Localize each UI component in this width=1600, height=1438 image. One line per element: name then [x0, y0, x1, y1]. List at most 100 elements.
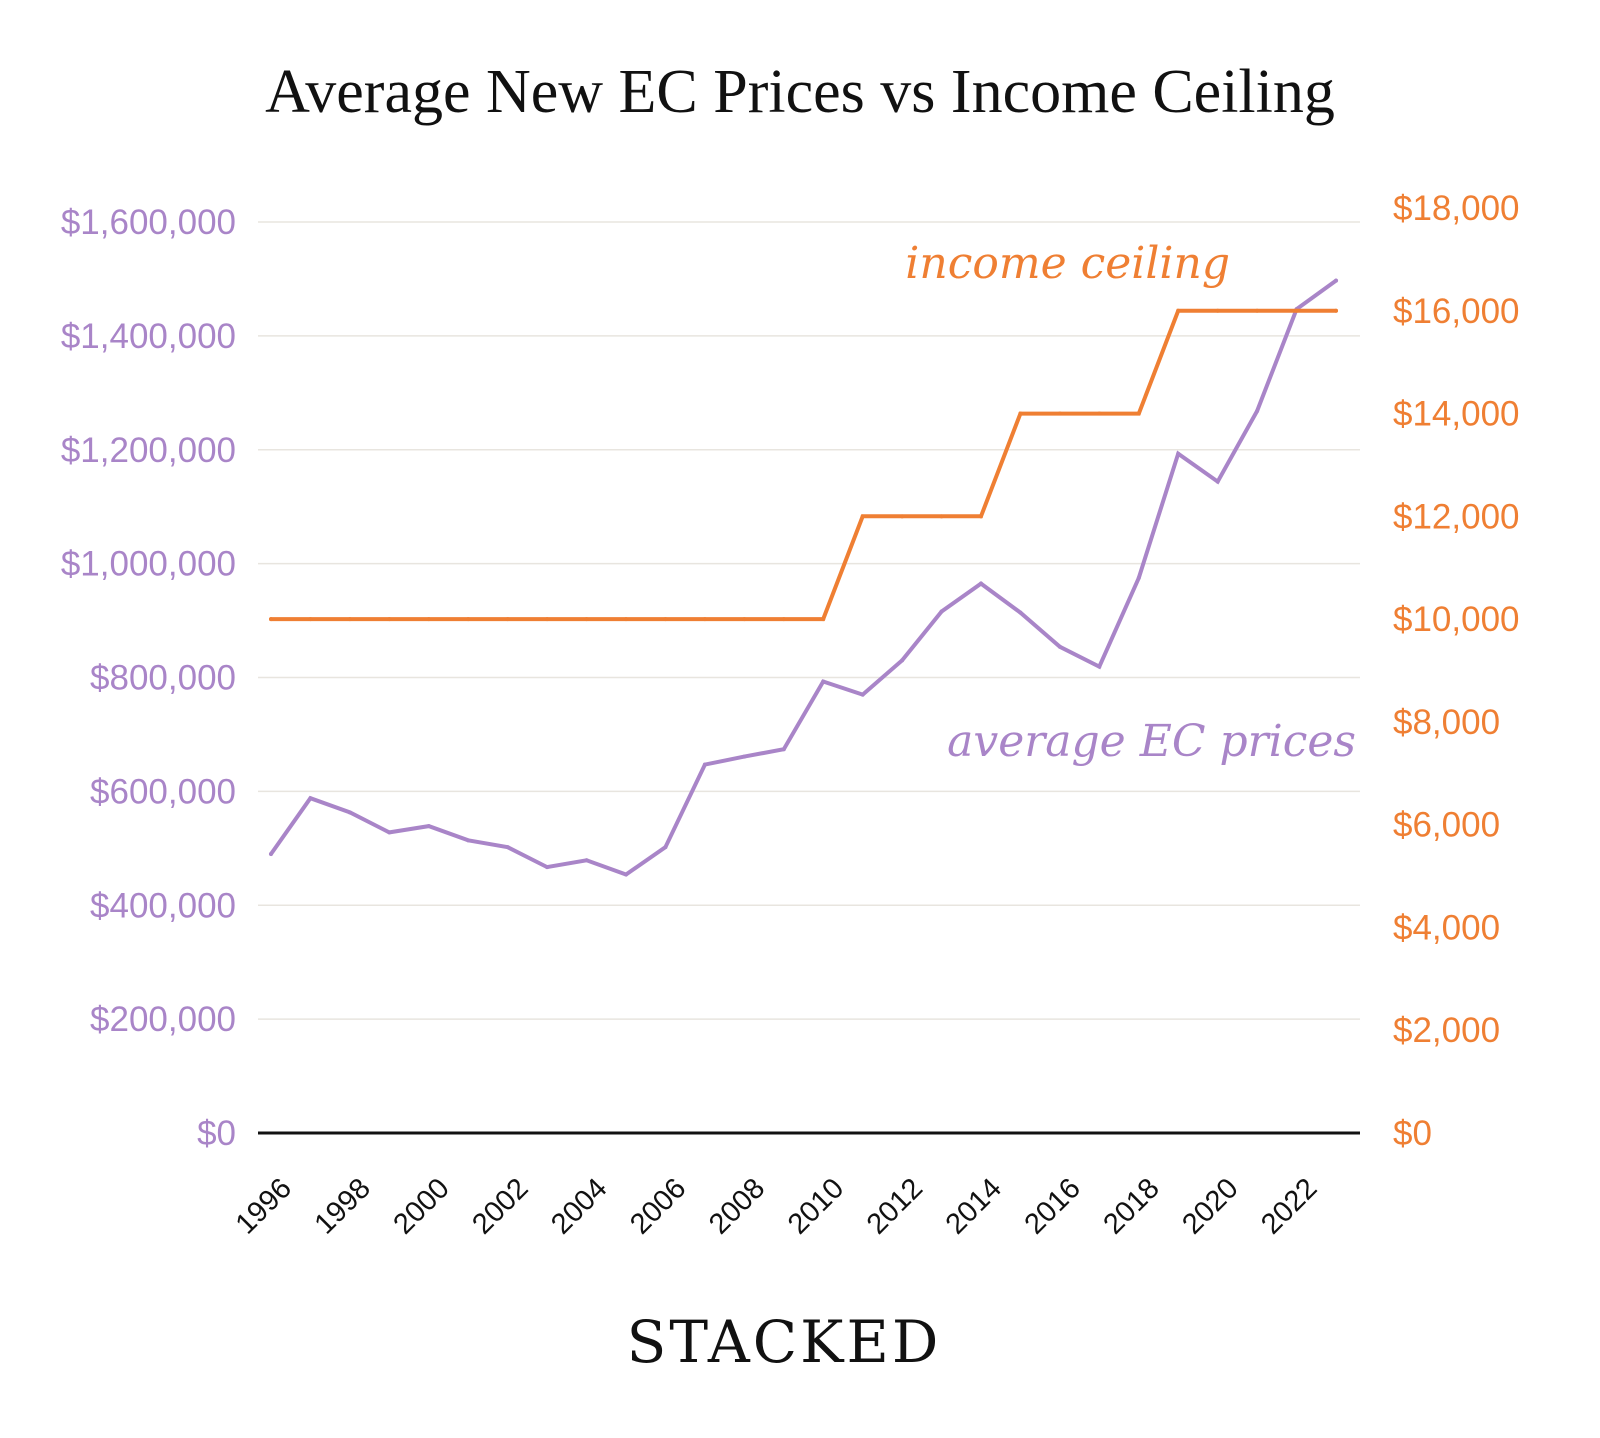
data-point-average-EC-prices [624, 872, 628, 877]
right-tick-label: $0 [1393, 1114, 1432, 1153]
left-tick-label: $1,600,000 [61, 203, 236, 242]
right-tick-label: $12,000 [1393, 497, 1520, 536]
x-tick-label: 1998 [309, 1172, 377, 1240]
data-point-income-ceiling [347, 617, 352, 622]
gridlines [258, 221, 1360, 1020]
x-tick-label: 2000 [387, 1172, 455, 1240]
data-point-income-ceiling [545, 617, 550, 622]
x-axis-ticks: 1996 1998 2000 2002 2004 2006 2008 2010 2012 2014… [230, 1172, 1324, 1240]
data-point-average-EC-prices [900, 658, 905, 663]
data-point-average-EC-prices [1136, 575, 1141, 580]
right-tick-label: $2,000 [1393, 1011, 1500, 1050]
data-point-average-EC-prices [466, 838, 471, 843]
left-tick-label: $600,000 [90, 772, 236, 811]
data-point-average-EC-prices [860, 692, 865, 697]
data-point-average-EC-prices [1176, 451, 1181, 456]
data-point-average-EC-prices [1255, 409, 1260, 414]
chart-title: Average New EC Prices vs Income Ceiling [265, 58, 1335, 126]
data-point-average-EC-prices [702, 762, 707, 767]
right-tick-label: $18,000 [1393, 189, 1520, 228]
x-tick-label: 2006 [624, 1172, 692, 1240]
data-point-income-ceiling [1018, 411, 1023, 416]
series-line-average-EC-prices [269, 278, 1338, 877]
x-tick-label: 2004 [545, 1172, 613, 1240]
data-point-income-ceiling [1334, 308, 1338, 313]
data-point-income-ceiling [663, 617, 668, 622]
right-tick-label: $14,000 [1393, 395, 1520, 434]
data-point-income-ceiling [1255, 308, 1260, 313]
right-axis-ticks: $0 $2,000 $4,000 $6,000 $8,000 $10,000 $12,000… [1393, 189, 1520, 1153]
data-point-income-ceiling [308, 617, 313, 622]
data-point-average-EC-prices [584, 858, 589, 863]
data-point-income-ceiling [505, 617, 510, 622]
left-tick-label: $200,000 [90, 1000, 236, 1039]
data-point-income-ceiling [1176, 308, 1181, 313]
data-point-income-ceiling [860, 514, 865, 519]
data-point-income-ceiling [1097, 411, 1102, 416]
data-point-income-ceiling [1294, 308, 1299, 313]
data-point-income-ceiling [979, 514, 983, 519]
x-tick-label: 2010 [782, 1172, 850, 1240]
x-tick-label: 2016 [1019, 1172, 1087, 1240]
data-point-average-EC-prices [545, 865, 550, 870]
data-point-average-EC-prices [426, 824, 431, 829]
data-point-income-ceiling [426, 617, 431, 622]
data-point-income-ceiling [269, 617, 273, 622]
data-point-average-EC-prices [1097, 664, 1102, 669]
stacked-logo: STACKED [627, 1308, 942, 1376]
right-tick-label: $8,000 [1393, 703, 1500, 742]
data-point-average-EC-prices [781, 747, 786, 752]
data-point-income-ceiling [821, 617, 826, 622]
data-point-average-EC-prices [939, 609, 944, 614]
left-tick-label: $1,400,000 [61, 317, 236, 356]
data-point-average-EC-prices [821, 679, 826, 684]
x-tick-label: 2020 [1176, 1172, 1244, 1240]
x-tick-label: 2008 [703, 1172, 771, 1240]
x-tick-label: 2012 [861, 1172, 929, 1240]
x-tick-label: 2018 [1097, 1172, 1165, 1240]
data-point-average-EC-prices [742, 754, 747, 759]
data-point-income-ceiling [1215, 308, 1220, 313]
series-line-income-ceiling [269, 308, 1338, 622]
data-point-income-ceiling [1057, 411, 1062, 416]
left-tick-label: $800,000 [90, 659, 236, 698]
data-point-average-EC-prices [308, 796, 313, 801]
data-point-income-ceiling [584, 617, 589, 622]
left-tick-label: $1,200,000 [61, 431, 236, 470]
data-point-average-EC-prices [1334, 278, 1338, 283]
x-tick-label: 1996 [230, 1172, 298, 1240]
left-tick-label: $400,000 [90, 886, 236, 925]
data-point-average-EC-prices [347, 810, 352, 815]
data-point-average-EC-prices [979, 581, 983, 586]
data-point-income-ceiling [624, 617, 628, 622]
right-tick-label: $4,000 [1393, 908, 1500, 947]
data-point-average-EC-prices [1057, 644, 1062, 649]
x-tick-label: 2022 [1255, 1172, 1323, 1240]
x-tick-label: 2002 [466, 1172, 534, 1240]
annotation-average-ec-prices: average EC prices [947, 716, 1356, 767]
data-point-income-ceiling [1136, 411, 1141, 416]
data-point-income-ceiling [466, 617, 471, 622]
data-point-average-EC-prices [1018, 610, 1023, 615]
annotation-income-ceiling: income ceiling [905, 238, 1230, 289]
left-axis-ticks: $0 $200,000 $400,000 $600,000 $800,000 $1,000… [61, 203, 236, 1153]
data-point-average-EC-prices [663, 845, 668, 850]
right-tick-label: $6,000 [1393, 806, 1500, 845]
data-point-income-ceiling [939, 514, 944, 519]
data-point-average-EC-prices [269, 852, 273, 857]
right-tick-label: $10,000 [1393, 600, 1520, 639]
data-point-income-ceiling [387, 617, 392, 622]
data-point-income-ceiling [781, 617, 786, 622]
series-lines [269, 278, 1338, 877]
right-tick-label: $16,000 [1393, 292, 1520, 331]
data-point-income-ceiling [702, 617, 707, 622]
data-point-average-EC-prices [505, 845, 510, 850]
data-point-income-ceiling [742, 617, 747, 622]
data-point-income-ceiling [900, 514, 905, 519]
data-point-average-EC-prices [1215, 479, 1220, 484]
data-point-average-EC-prices [387, 830, 392, 835]
x-tick-label: 2014 [940, 1172, 1008, 1240]
left-tick-label: $0 [197, 1114, 236, 1153]
